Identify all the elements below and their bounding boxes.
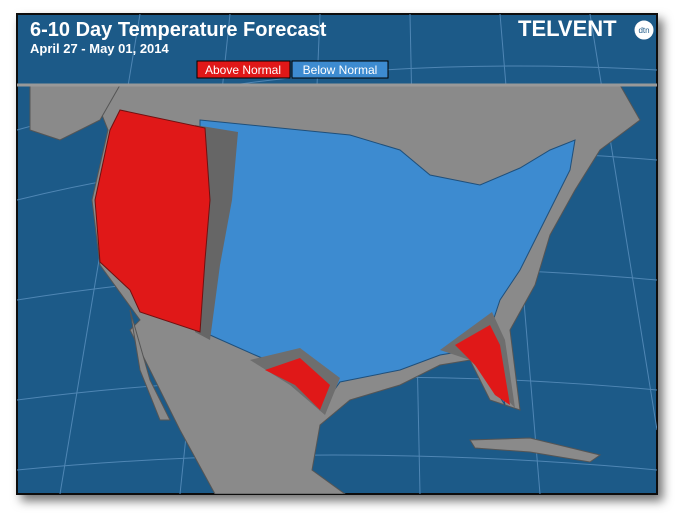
baja bbox=[129, 309, 171, 421]
logo-badge bbox=[633, 19, 655, 41]
legend-label: Above Normal bbox=[205, 63, 281, 77]
logo-badge-text: dtn bbox=[638, 26, 649, 35]
above-normal-west bbox=[94, 109, 211, 333]
map-title: 6-10 Day Temperature Forecast bbox=[30, 19, 327, 41]
logo-name: TELVENT bbox=[518, 16, 617, 41]
above-normal-texas bbox=[265, 358, 330, 410]
legend-label: Below Normal bbox=[303, 63, 378, 77]
cuba bbox=[469, 437, 602, 463]
date-range: April 27 - May 01, 2014 bbox=[30, 41, 170, 56]
legend-swatch-above bbox=[196, 60, 291, 79]
map-body bbox=[17, 14, 657, 494]
legend-swatch-below bbox=[291, 60, 389, 79]
above-normal-florida bbox=[455, 325, 510, 405]
